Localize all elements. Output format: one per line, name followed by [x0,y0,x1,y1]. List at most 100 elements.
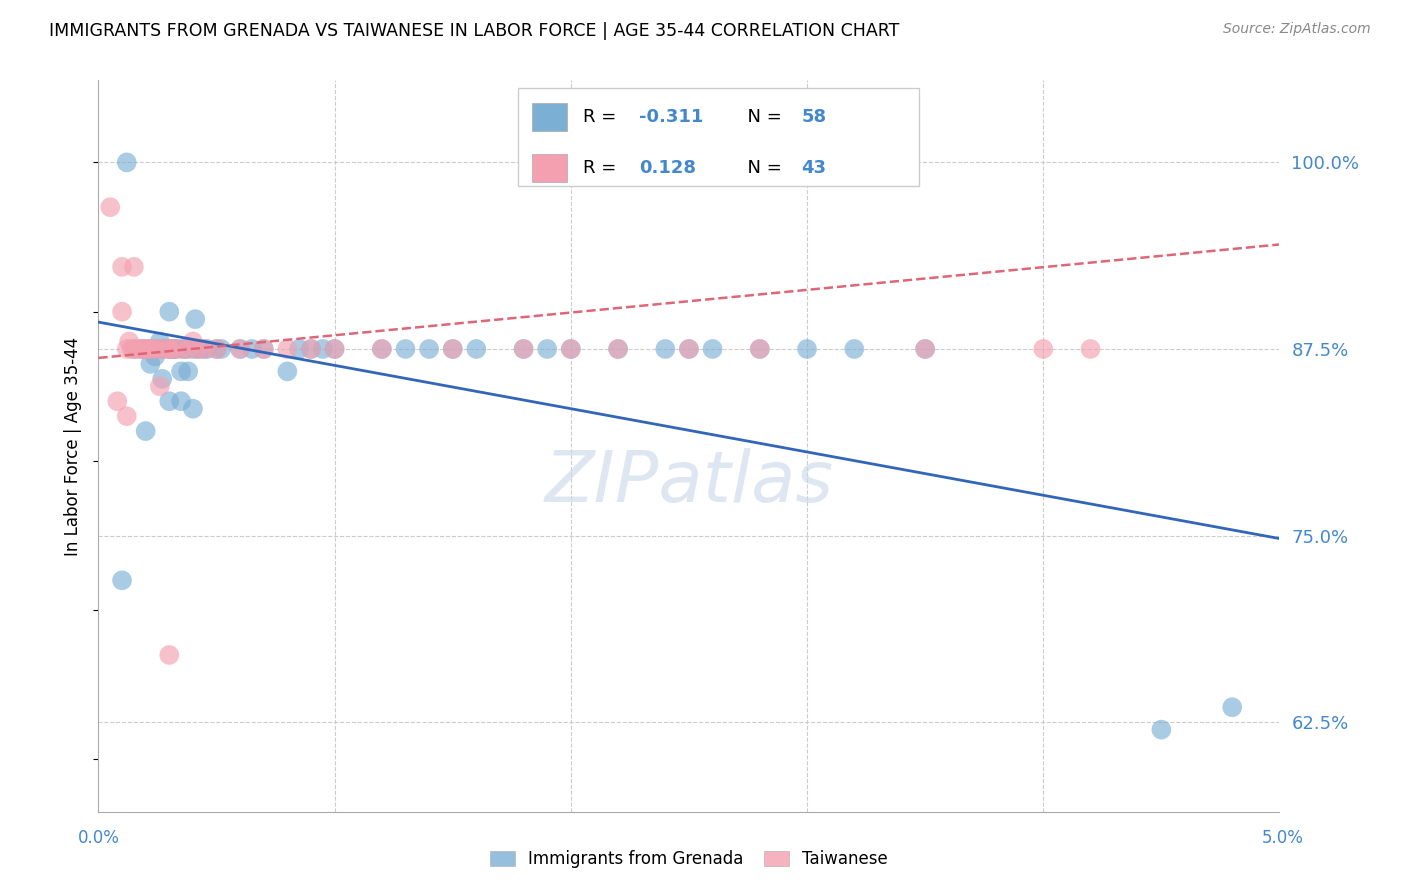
Point [512,342,534,356]
Point [702,342,724,356]
Point [560,342,582,356]
Point [441,342,464,356]
Point [149,334,172,349]
Point [118,334,141,349]
Point [1220,700,1243,714]
Point [139,342,162,356]
Text: 58: 58 [801,108,827,126]
Text: ZIPatlas: ZIPatlas [544,448,834,517]
Point [146,342,169,356]
Text: Source: ZipAtlas.com: Source: ZipAtlas.com [1223,22,1371,37]
Point [1080,342,1102,356]
Point [195,342,218,356]
Point [111,574,134,588]
Point [163,342,186,356]
FancyBboxPatch shape [531,154,567,182]
FancyBboxPatch shape [531,103,567,131]
Point [187,342,209,356]
Point [187,342,209,356]
Text: R =: R = [582,159,621,177]
Text: N =: N = [737,108,787,126]
Y-axis label: In Labor Force | Age 35-44: In Labor Force | Age 35-44 [65,336,83,556]
Point [165,342,187,356]
Point [111,260,134,274]
Point [394,342,416,356]
Point [441,342,464,356]
Point [209,342,232,356]
Point [205,342,228,356]
Point [121,342,143,356]
Point [111,304,134,318]
Point [125,342,148,356]
Text: 0.128: 0.128 [640,159,696,177]
Point [229,342,252,356]
Point [253,342,276,356]
Point [607,342,630,356]
FancyBboxPatch shape [517,87,920,186]
Point [139,357,162,371]
Point [536,342,558,356]
Point [748,342,770,356]
Text: 0.0%: 0.0% [77,829,120,847]
Point [465,342,488,356]
Point [98,200,121,214]
Point [115,342,138,356]
Point [323,342,346,356]
Point [678,342,700,356]
Point [135,342,157,356]
Point [160,342,183,356]
Point [181,342,204,356]
Point [288,342,311,356]
Point [654,342,676,356]
Point [172,342,194,356]
Point [177,364,200,378]
Point [142,342,165,356]
Point [844,342,866,356]
Point [194,342,217,356]
Point [129,342,152,356]
Point [1150,723,1173,737]
Point [1032,342,1054,356]
Point [163,342,186,356]
Text: -0.311: -0.311 [640,108,704,126]
Text: 43: 43 [801,159,827,177]
Legend: Immigrants from Grenada, Taiwanese: Immigrants from Grenada, Taiwanese [484,844,894,875]
Point [143,350,166,364]
Point [253,342,276,356]
Text: IMMIGRANTS FROM GRENADA VS TAIWANESE IN LABOR FORCE | AGE 35-44 CORRELATION CHAR: IMMIGRANTS FROM GRENADA VS TAIWANESE IN … [49,22,900,40]
Point [157,342,180,356]
Text: R =: R = [582,108,621,126]
Point [678,342,700,356]
Point [240,342,263,356]
Point [129,342,152,356]
Point [191,342,214,356]
Point [170,394,193,409]
Point [153,342,176,356]
Point [177,342,200,356]
Point [105,394,128,409]
Point [607,342,630,356]
Point [157,648,180,662]
Point [115,155,138,169]
Point [560,342,582,356]
Point [181,334,204,349]
Point [122,342,145,356]
Point [914,342,936,356]
Point [418,342,440,356]
Text: N =: N = [737,159,787,177]
Point [150,372,173,386]
Point [205,342,228,356]
Point [914,342,936,356]
Point [512,342,534,356]
Point [229,342,252,356]
Point [157,304,180,318]
Point [312,342,335,356]
Point [146,342,169,356]
Point [276,364,298,378]
Point [170,342,193,356]
Point [170,364,193,378]
Text: 5.0%: 5.0% [1261,829,1303,847]
Point [135,342,157,356]
Point [174,342,197,356]
Point [157,342,180,356]
